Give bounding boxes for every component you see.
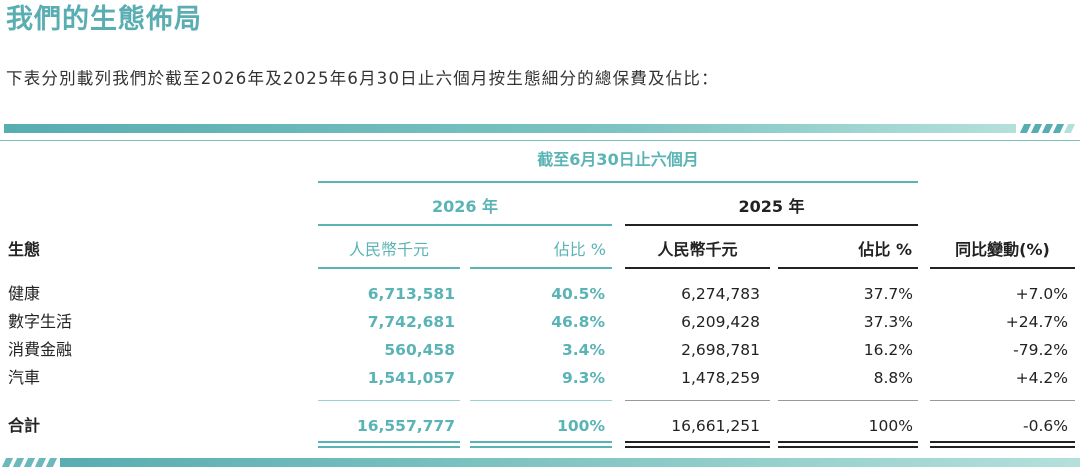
- cell: -79.2%: [1013, 341, 1068, 359]
- cell: +4.2%: [1015, 369, 1068, 387]
- cell: 9.3%: [562, 369, 605, 387]
- cell: 3.4%: [562, 341, 605, 359]
- rule: [930, 441, 1075, 443]
- rule: [778, 400, 918, 401]
- top-band: [4, 124, 1016, 133]
- row-header: 生態: [8, 240, 41, 259]
- period-header: 截至6月30日止六個月: [537, 150, 699, 169]
- row-label: 健康: [8, 284, 41, 303]
- stripe: [45, 458, 58, 467]
- cell: 16,661,251: [671, 417, 760, 435]
- top-rule: [0, 140, 1080, 141]
- rule: [930, 400, 1075, 401]
- rule: [778, 446, 918, 448]
- cell: 7,742,681: [367, 313, 455, 331]
- stripe: [23, 458, 36, 467]
- rule: [778, 441, 918, 443]
- rule: [318, 224, 612, 226]
- cell: 2,698,781: [681, 341, 760, 359]
- rule: [318, 446, 460, 448]
- rule: [778, 267, 918, 269]
- rule: [470, 267, 612, 269]
- row-label: 汽車: [8, 368, 41, 387]
- stripe: [1, 458, 14, 467]
- rule: [318, 441, 460, 443]
- title: 我們的生態佈局: [6, 4, 202, 35]
- cell: 16.2%: [863, 341, 913, 359]
- rule: [318, 400, 460, 401]
- column-header: 同比變動(%): [955, 240, 1050, 259]
- rule: [625, 224, 918, 226]
- stripe: [1030, 124, 1043, 133]
- year-header: 2026 年: [431, 197, 499, 216]
- cell: 37.3%: [863, 313, 913, 331]
- rule: [930, 446, 1075, 448]
- rule: [625, 400, 770, 401]
- cell: 6,274,783: [681, 285, 760, 303]
- cell: 8.8%: [873, 369, 913, 387]
- rule: [470, 441, 612, 443]
- rule: [318, 267, 460, 269]
- total-label: 合計: [8, 416, 41, 435]
- cell: 1,541,057: [367, 369, 455, 387]
- cell: 100%: [557, 417, 605, 435]
- cell: 46.8%: [551, 313, 605, 331]
- stripe: [34, 458, 47, 467]
- rule: [318, 181, 918, 183]
- cell: +24.7%: [1005, 313, 1068, 331]
- rule: [625, 441, 770, 443]
- rule: [625, 446, 770, 448]
- stripe: [1052, 124, 1065, 133]
- column-header: 人民幣千元: [657, 240, 738, 259]
- cell: 560,458: [384, 341, 455, 359]
- rule: [470, 400, 612, 401]
- cell: -0.6%: [1023, 417, 1068, 435]
- stripe: [1019, 124, 1032, 133]
- cell: 40.5%: [551, 285, 605, 303]
- row-label: 消費金融: [8, 340, 73, 359]
- bottom-band: [60, 458, 1080, 467]
- cell: 100%: [868, 417, 913, 435]
- cell: 37.7%: [863, 285, 913, 303]
- cell: 1,478,259: [681, 369, 760, 387]
- rule: [930, 267, 1075, 269]
- intro: 下表分別載列我們於截至2026年及2025年6月30日止六個月按生態細分的總保費…: [6, 69, 719, 88]
- cell: 6,713,581: [367, 285, 455, 303]
- stripe: [1063, 124, 1076, 133]
- row-label: 數字生活: [8, 312, 73, 331]
- cell: 16,557,777: [356, 417, 455, 435]
- rule: [470, 446, 612, 448]
- cell: 6,209,428: [681, 313, 760, 331]
- column-header: 佔比 %: [553, 240, 606, 259]
- rule: [625, 267, 770, 269]
- column-header: 人民幣千元: [348, 240, 429, 259]
- year-header: 2025 年: [738, 197, 805, 216]
- stripe: [1041, 124, 1054, 133]
- cell: +7.0%: [1015, 285, 1068, 303]
- column-header: 佔比 %: [858, 240, 912, 259]
- stripe: [12, 458, 25, 467]
